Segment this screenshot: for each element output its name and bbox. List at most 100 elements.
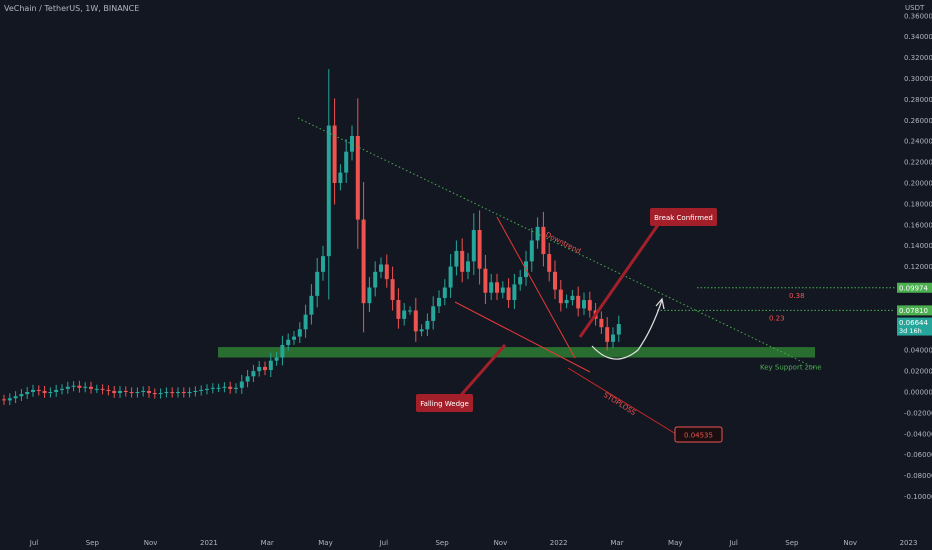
candle-body [384,264,389,280]
candle-body [437,297,441,307]
candle-body [170,392,175,394]
price-tag [897,317,932,336]
candle-body [344,151,349,173]
support-zone [218,347,815,358]
support-layer: Key Support zone [218,347,822,372]
candle-body [65,386,70,389]
stoploss-price-box [674,426,723,443]
candle-body [25,392,30,395]
candle-body [13,396,18,399]
candle-body [123,390,128,392]
candle-body [158,393,163,395]
candle-body [367,287,372,304]
candle-body [483,268,488,293]
projection-arrow [591,299,663,360]
callout-pointer [453,344,507,403]
candle-body [118,390,122,394]
candle-body [512,284,517,301]
fib-level-label: 0.23 [769,314,785,322]
y-tick-label: 0.24000 [904,138,932,146]
y-tick-label: -0.06000 [904,451,932,459]
y-axis: 0.36000 0.34000 0.32000 0.30000 0.28000 0.260… [904,12,932,501]
x-tick-label: Mar [261,539,274,547]
candle-body [112,390,117,394]
fib-level-label: 0.38 [789,292,805,300]
candle-body [181,392,186,394]
candle-body [239,381,244,388]
y-tick-label: 0.22000 [904,159,932,167]
candle-body [576,295,581,309]
candle-body [489,282,494,293]
candle-body [205,388,209,390]
candle-body [147,390,151,394]
candle-body [210,387,215,389]
candle-body [268,360,273,371]
candle-body [257,366,262,372]
candle-body [466,261,470,272]
candle-body [83,386,88,388]
candle-body [379,264,383,272]
candle-body [2,399,6,401]
stoploss-price: 0.04535 [684,432,713,440]
x-tick-label: Nov [144,539,158,547]
y-tick-label: 0.18000 [904,200,932,208]
candle-body [280,344,285,358]
callout-pointer [578,221,662,338]
wedge-lower-line [454,301,591,373]
candle-body [193,390,198,392]
candle-body [460,250,465,272]
y-tick-label: 0.00000 [904,389,932,397]
candle-body [36,389,41,391]
candle-body [611,334,615,342]
callout-falling-wedge: Falling Wedge [420,400,469,408]
candle-body [297,329,302,337]
candle-body [71,385,76,387]
candle-body [448,266,453,288]
candle-body [228,386,233,389]
y-tick-label: 0.32000 [904,54,932,62]
candle-body [326,125,331,257]
price-tag-value: 0.09974 [899,284,928,292]
candle-body [355,135,360,220]
candle-body [332,125,337,183]
callout-box [416,394,473,412]
candle-body [605,327,610,342]
candle-body [495,282,499,293]
x-tick-label: Jul [728,539,738,547]
y-tick-label: 0.12000 [904,263,932,271]
y-tick-label: 0.34000 [904,33,932,41]
stoploss-line [567,367,677,435]
y-tick-label: -0.10000 [904,493,932,501]
x-tick-label: 2022 [550,539,568,547]
candle-body [292,336,296,340]
price-tag-value: 0.07810 [899,307,928,315]
projection-arrowhead [655,297,665,310]
candle-body [222,386,227,388]
x-tick-label: Sep [86,539,100,547]
y-tick-label: 0.28000 [904,96,932,104]
candle-body [251,371,256,377]
x-tick-label: Jul [29,539,39,547]
candle-body [529,240,534,262]
candle-body [419,329,424,332]
candle-body [558,289,563,304]
downtrend-label: Downtrend [544,231,582,256]
y-tick-label: 0.02000 [904,368,932,376]
candle-body [274,357,279,361]
candle-body [390,279,395,301]
price-tag-value: 0.06644 [899,319,928,327]
y-tick-label: 0.30000 [904,75,932,83]
candle-body [100,388,105,390]
y-tick-label: 0.16000 [904,221,932,229]
y-tick-label: 0.36000 [904,12,932,20]
candle-body [599,318,604,328]
candle-body [500,287,505,293]
x-tick-label: 2021 [200,539,218,547]
candle-body [477,230,482,269]
candle-body [54,389,59,392]
candle-body [176,392,180,394]
price-tag [897,282,932,293]
candle-body [152,393,157,395]
